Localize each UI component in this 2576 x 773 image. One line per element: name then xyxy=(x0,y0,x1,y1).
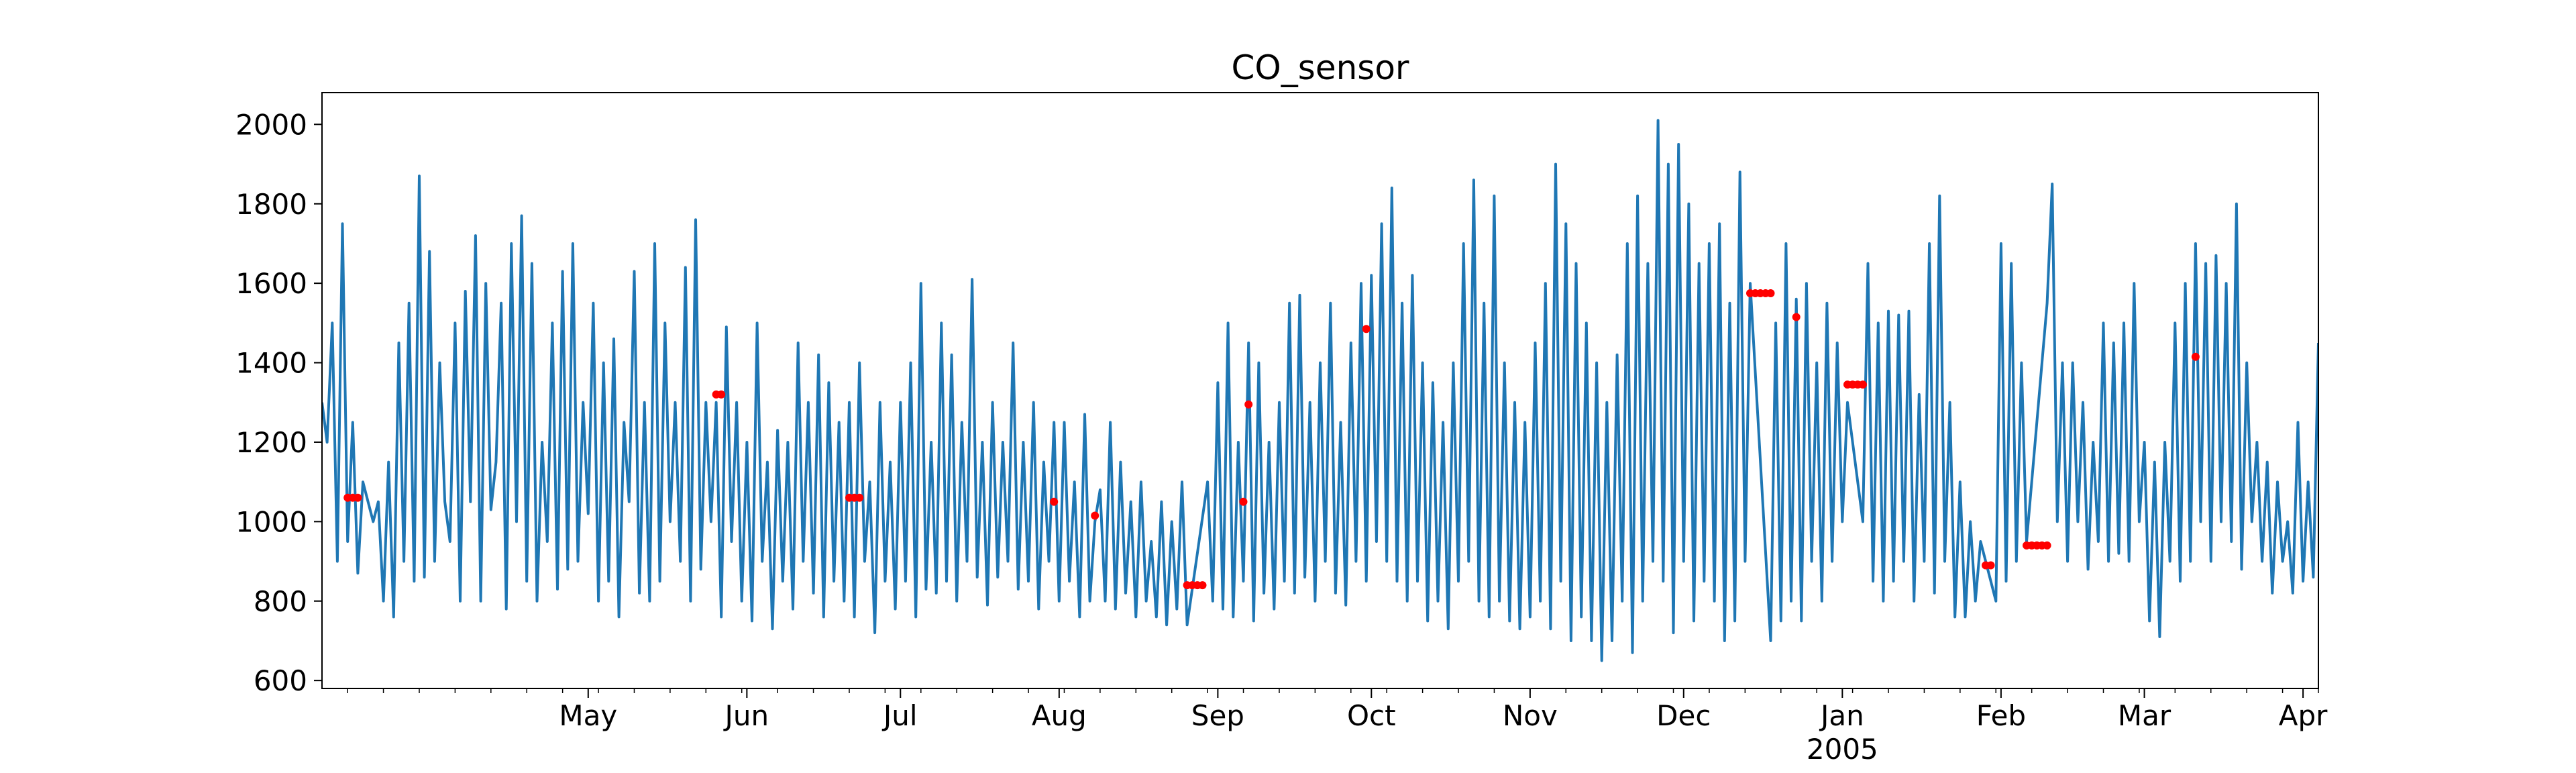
y-tick-label: 2000 xyxy=(235,108,307,141)
x-tick-sublabel: 2005 xyxy=(1807,733,1878,766)
data-point-marker xyxy=(1986,561,1995,570)
x-tick-label: Apr xyxy=(2279,699,2328,732)
y-tick-label: 1800 xyxy=(235,188,307,221)
x-tick-label: Feb xyxy=(1976,699,2026,732)
x-tick-label: May xyxy=(559,699,617,732)
x-tick-label: Mar xyxy=(2118,699,2171,732)
data-point-marker xyxy=(1362,325,1371,333)
x-tick-label: Aug xyxy=(1032,699,1087,732)
y-tick-label: 1200 xyxy=(235,426,307,459)
x-tick-label: Nov xyxy=(1503,699,1558,732)
data-point-marker xyxy=(1792,313,1801,321)
data-point-marker xyxy=(855,493,864,502)
y-tick-label: 1400 xyxy=(235,347,307,380)
chart-title: CO_sensor xyxy=(1232,48,1409,87)
data-point-marker xyxy=(717,390,726,399)
y-tick-label: 800 xyxy=(254,585,307,618)
data-point-marker xyxy=(1244,400,1253,409)
y-tick-label: 1600 xyxy=(235,267,307,300)
x-tick-label: Dec xyxy=(1656,699,1711,732)
data-point-marker xyxy=(1858,380,1867,389)
plot-area xyxy=(322,119,2318,662)
plot-frame xyxy=(321,92,2319,689)
data-point-marker xyxy=(1198,581,1207,590)
data-point-marker xyxy=(2043,541,2051,550)
x-tick-label: Sep xyxy=(1191,699,1244,732)
x-tick-label: Oct xyxy=(1347,699,1396,732)
x-tick-label: Jun xyxy=(723,699,769,732)
data-point-marker xyxy=(1239,497,1248,506)
data-point-marker xyxy=(1050,497,1059,506)
data-point-marker xyxy=(1766,289,1775,297)
data-point-marker xyxy=(2191,352,2200,361)
data-point-marker xyxy=(354,493,362,502)
data-point-marker xyxy=(1091,511,1099,520)
x-tick-label: Jul xyxy=(881,699,918,732)
y-tick-label: 1000 xyxy=(235,505,307,538)
axes: 600 800 1000 1200 1400 1600 1800 2000 May Jun Jul A… xyxy=(235,92,2328,766)
x-tick-label: Jan xyxy=(1819,699,1864,732)
y-tick-label: 600 xyxy=(254,664,307,697)
series-line xyxy=(322,119,2318,662)
